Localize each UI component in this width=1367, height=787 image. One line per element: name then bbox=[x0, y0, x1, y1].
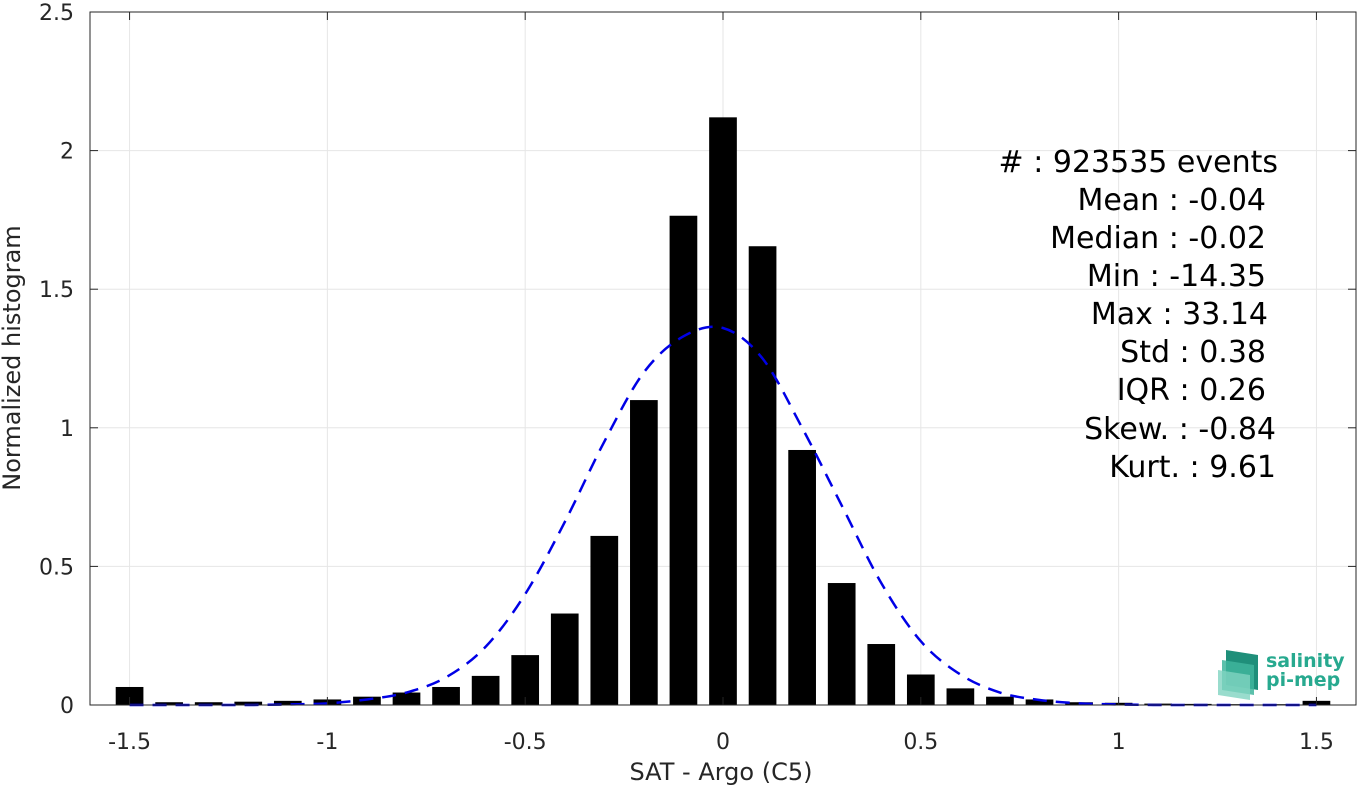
y-tick-label: 2 bbox=[60, 140, 74, 165]
histogram-bar bbox=[115, 686, 144, 705]
stats-panel: # : 923535 events Mean : -0.04 Median : … bbox=[999, 145, 1278, 485]
x-tick-label: -1 bbox=[316, 730, 338, 755]
histogram-bar bbox=[471, 675, 500, 705]
histogram-bars bbox=[115, 117, 1331, 705]
stats-std: Std : 0.38 bbox=[1120, 335, 1266, 370]
histogram-bar bbox=[1025, 699, 1054, 705]
histogram-bar bbox=[946, 688, 975, 705]
y-tick-label: 0.5 bbox=[39, 555, 74, 580]
histogram-bar bbox=[194, 702, 223, 705]
normal-fit-curve bbox=[129, 325, 1317, 707]
stats-min: Min : -14.35 bbox=[1087, 259, 1266, 294]
y-tick-label: 1.5 bbox=[39, 278, 74, 303]
histogram-bar bbox=[986, 696, 1014, 705]
histogram-bar bbox=[748, 246, 777, 705]
histogram-bar bbox=[827, 583, 856, 705]
stats-iqr: IQR : 0.26 bbox=[1117, 373, 1266, 408]
histogram-bar bbox=[353, 696, 381, 705]
histogram-bar bbox=[511, 655, 540, 705]
histogram-bar bbox=[669, 215, 698, 705]
salinity-pimep-logo: salinity pi-mep bbox=[1218, 650, 1345, 700]
histogram-bar bbox=[273, 700, 302, 705]
x-tick-label: -1.5 bbox=[108, 730, 151, 755]
histogram-bar bbox=[788, 449, 816, 705]
logo-line1: salinity bbox=[1266, 650, 1345, 672]
stats-kurt: Kurt. : 9.61 bbox=[1109, 450, 1276, 485]
histogram-bar bbox=[392, 692, 421, 705]
stats-skew: Skew. : -0.84 bbox=[1084, 412, 1276, 447]
histogram-bar bbox=[709, 117, 737, 705]
y-tick-label: 0 bbox=[60, 694, 74, 719]
histogram-bar bbox=[234, 701, 263, 705]
stats-events: # : 923535 events bbox=[999, 145, 1278, 180]
x-tick-label: 0 bbox=[716, 730, 730, 755]
x-tick-labels: -1.5 -1 -0.5 0 0.5 1 1.5 bbox=[108, 730, 1334, 755]
logo-line2: pi-mep bbox=[1266, 669, 1340, 691]
histogram-bar bbox=[432, 686, 460, 705]
wave-stack-icon bbox=[1218, 650, 1258, 700]
histogram-bar bbox=[155, 702, 183, 705]
histogram-bar bbox=[550, 613, 579, 705]
y-tick-label: 2.5 bbox=[39, 1, 74, 26]
histogram-bar bbox=[590, 535, 619, 705]
x-tick-label: 1.5 bbox=[1299, 730, 1334, 755]
x-tick-label: 1 bbox=[1112, 730, 1126, 755]
histogram-bar bbox=[630, 400, 658, 705]
y-tick-labels: 0 0.5 1 1.5 2 2.5 bbox=[39, 1, 74, 719]
histogram-bar bbox=[867, 644, 896, 705]
axis-ticks bbox=[90, 11, 1356, 706]
stats-mean: Mean : -0.04 bbox=[1077, 183, 1266, 218]
y-tick-label: 1 bbox=[60, 417, 74, 442]
stats-median: Median : -0.02 bbox=[1050, 221, 1266, 256]
y-axis-label: Normalized histogram bbox=[0, 225, 26, 490]
x-axis-label: SAT - Argo (C5) bbox=[630, 758, 813, 786]
x-tick-label: 0.5 bbox=[903, 730, 938, 755]
stats-max: Max : 33.14 bbox=[1091, 297, 1268, 332]
x-tick-label: -0.5 bbox=[504, 730, 547, 755]
